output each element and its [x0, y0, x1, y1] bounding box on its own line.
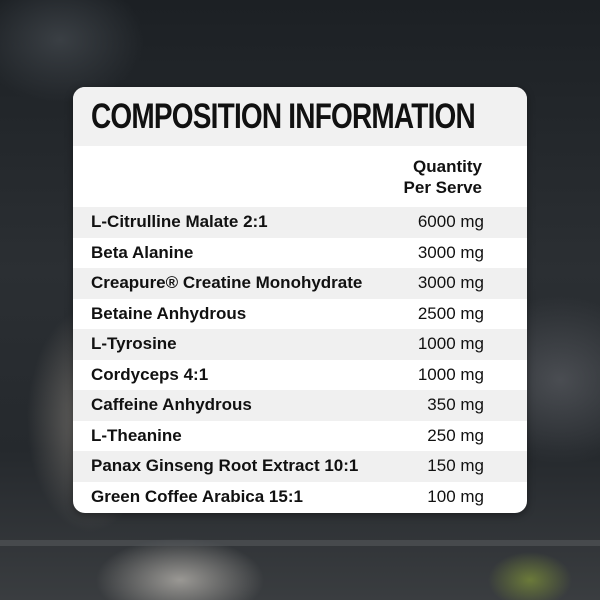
ingredient-quantity: 1000 mg: [417, 334, 484, 354]
table-row: L-Citrulline Malate 2:1 6000 mg: [73, 207, 527, 238]
table-row: Cordyceps 4:1 1000 mg: [73, 360, 527, 391]
composition-card: COMPOSITION INFORMATION Quantity Per Ser…: [73, 87, 527, 513]
ingredient-name: Beta Alanine: [91, 242, 194, 262]
quantity-column-header: Quantity Per Serve: [404, 156, 482, 198]
ingredient-name: Green Coffee Arabica 15:1: [91, 486, 303, 506]
ingredient-quantity: 1000 mg: [417, 364, 484, 384]
ingredient-name: L-Theanine: [91, 425, 182, 445]
card-title: COMPOSITION INFORMATION: [91, 96, 476, 136]
ingredient-quantity: 2500 mg: [417, 303, 484, 323]
ingredient-name: Betaine Anhydrous: [91, 303, 247, 323]
quantity-header-line2: Per Serve: [403, 178, 482, 197]
ingredient-quantity: 3000 mg: [417, 273, 484, 293]
ingredient-name: Cordyceps 4:1: [91, 364, 209, 384]
ingredient-name: Creapure® Creatine Monohydrate: [91, 273, 363, 293]
table-row: Caffeine Anhydrous 350 mg: [73, 390, 527, 421]
ingredient-name: Panax Ginseng Root Extract 10:1: [91, 456, 359, 476]
table-row: Beta Alanine 3000 mg: [73, 238, 527, 269]
quantity-header-line1: Quantity: [413, 157, 482, 176]
ingredient-quantity: 100 mg: [427, 486, 484, 506]
background-barbell: [0, 540, 600, 546]
ingredient-quantity: 350 mg: [427, 395, 484, 415]
table-row: Creapure® Creatine Monohydrate 3000 mg: [73, 268, 527, 299]
table-row: L-Theanine 250 mg: [73, 421, 527, 452]
ingredient-quantity: 150 mg: [427, 456, 484, 476]
ingredient-name: Caffeine Anhydrous: [91, 395, 252, 415]
ingredient-quantity: 6000 mg: [417, 212, 484, 232]
ingredient-name: L-Citrulline Malate 2:1: [91, 212, 268, 232]
ingredient-table: L-Citrulline Malate 2:1 6000 mg Beta Alan…: [73, 207, 527, 512]
table-row: L-Tyrosine 1000 mg: [73, 329, 527, 360]
column-header: Quantity Per Serve: [73, 146, 527, 207]
ingredient-name: L-Tyrosine: [91, 334, 177, 354]
table-row: Panax Ginseng Root Extract 10:1 150 mg: [73, 451, 527, 482]
card-header: COMPOSITION INFORMATION: [73, 87, 527, 146]
table-row: Betaine Anhydrous 2500 mg: [73, 299, 527, 330]
table-row: Green Coffee Arabica 15:1 100 mg: [73, 482, 527, 513]
ingredient-quantity: 250 mg: [427, 425, 484, 445]
ingredient-quantity: 3000 mg: [417, 242, 484, 262]
